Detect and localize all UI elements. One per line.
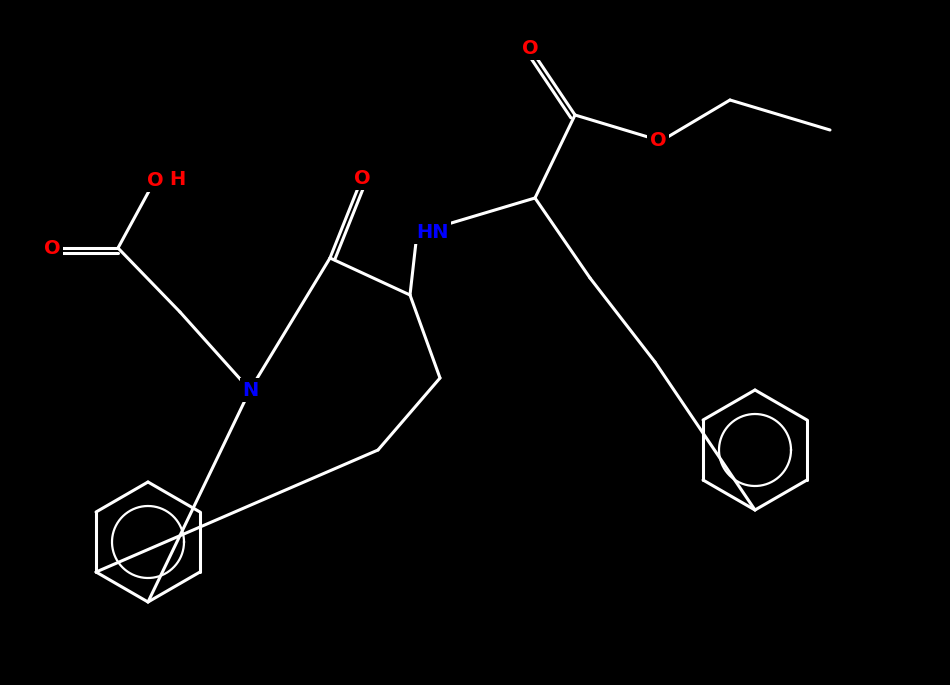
Text: O: O [353,169,370,188]
Text: HN: HN [416,223,448,242]
Text: O: O [522,38,539,58]
Text: H: H [169,169,185,188]
Text: O: O [146,171,163,190]
Text: O: O [650,131,666,149]
Text: N: N [242,380,258,399]
Text: O: O [44,238,60,258]
